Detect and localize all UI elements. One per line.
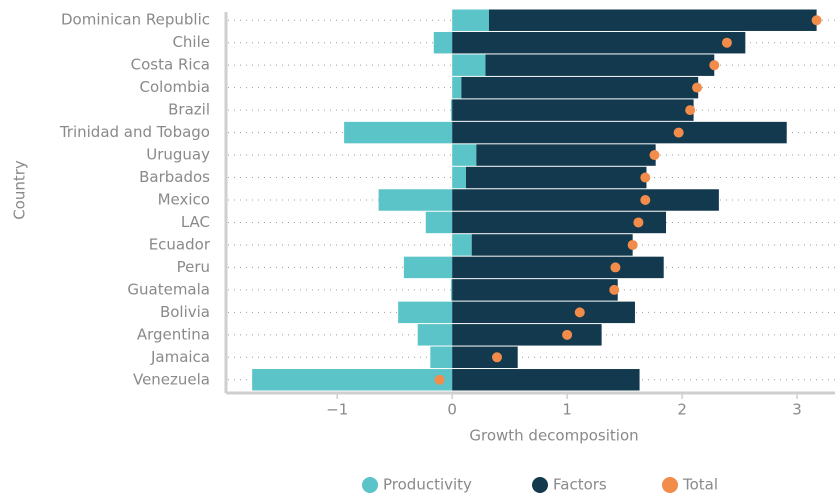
y-tick-label: Colombia [140,78,211,96]
bar [378,189,453,211]
total-dot [640,172,651,183]
total-dot [721,37,732,48]
x-tick-label: 0 [447,401,457,419]
total-dot [434,374,445,385]
bar [452,324,602,346]
bar [452,256,664,279]
y-tick-label: Bolivia [160,303,210,321]
bar [398,301,453,324]
bar [452,166,466,189]
bar [485,54,715,76]
bar [344,121,453,144]
y-tick-label: Costa Rica [131,56,210,74]
y-tick-label: Uruguay [146,146,210,164]
y-axis-title: Country [11,160,29,220]
bar [425,211,453,234]
bar [452,31,746,54]
bar [430,346,453,369]
x-tick-label: 3 [792,401,802,419]
bar [452,54,486,76]
y-tick-label: Jamaica [150,348,210,366]
y-tick-label: Argentina [137,325,210,343]
y-tick-label: Peru [177,258,210,276]
total-dot [640,195,651,205]
legend-swatch [532,477,548,493]
y-tick-label: Barbados [139,168,210,186]
bar [452,301,635,324]
y-tick-label: Trinidad and Tobago [59,123,210,141]
bar [452,121,787,144]
bar [476,144,656,166]
bar [451,279,453,301]
y-tick-label: Brazil [168,101,210,119]
bar [452,211,667,234]
bar [452,279,618,301]
y-tick-label: Mexico [158,191,210,209]
y-tick-label: Chile [172,33,210,51]
total-dot [673,127,684,138]
total-dot [627,239,638,250]
bar [403,256,453,279]
x-axis-title: Growth decomposition [469,427,638,445]
legend-label: Productivity [383,476,472,493]
total-dot [685,105,696,116]
bar [433,31,453,54]
bar [417,324,453,346]
bar [452,76,462,99]
x-tick-label: −1 [326,401,348,419]
total-dot [574,307,585,318]
total-dot [811,15,822,26]
bar [461,76,699,99]
bar [452,346,518,369]
total-dot [610,262,621,273]
x-tick-label: 1 [562,401,572,419]
y-tick-label: Dominican Republic [61,11,210,29]
total-dot [562,329,573,340]
total-dot [649,150,660,161]
legend-label: Total [682,476,718,493]
legend-swatch [362,477,378,493]
total-dot [492,352,503,363]
bar [452,369,640,391]
total-dot [609,284,620,295]
total-dot [709,60,720,71]
y-tick-label: LAC [181,213,210,231]
bar [452,99,694,121]
bar [471,234,633,256]
bar [488,9,817,31]
bar [452,9,489,31]
total-dot [633,217,644,228]
bar [252,369,453,391]
x-tick-label: 2 [677,401,687,419]
bar [451,99,453,121]
bar [452,144,477,166]
y-tick-label: Guatemala [127,280,210,298]
legend-label: Factors [553,476,607,493]
bar [465,166,647,189]
y-tick-label: Ecuador [149,235,211,253]
total-dot [692,82,703,93]
bar [452,234,472,256]
legend-swatch [662,477,678,493]
y-tick-label: Venezuela [133,370,210,388]
bar [452,189,719,211]
